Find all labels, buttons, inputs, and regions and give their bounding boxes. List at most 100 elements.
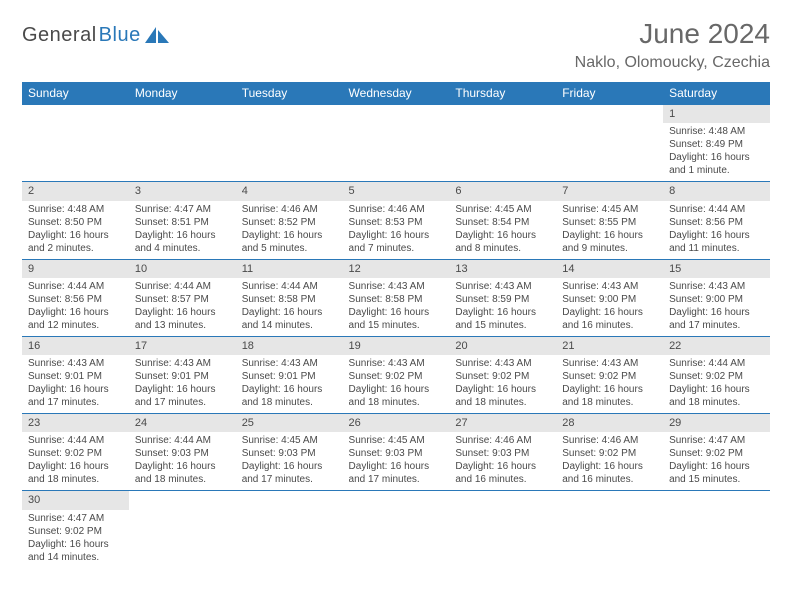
- day-body: Sunrise: 4:48 AMSunset: 8:49 PMDaylight:…: [663, 123, 770, 181]
- daylight-line1: Daylight: 16 hours: [455, 383, 550, 396]
- sunset-text: Sunset: 8:57 PM: [135, 293, 230, 306]
- calendar-day-cell: 1Sunrise: 4:48 AMSunset: 8:49 PMDaylight…: [663, 105, 770, 182]
- logo-sail-icon: [145, 27, 171, 45]
- day-body: Sunrise: 4:44 AMSunset: 9:02 PMDaylight:…: [22, 432, 129, 490]
- day-body: Sunrise: 4:46 AMSunset: 8:53 PMDaylight:…: [343, 201, 450, 259]
- daylight-line1: Daylight: 16 hours: [669, 306, 764, 319]
- calendar-day-cell: [22, 105, 129, 182]
- daylight-line1: Daylight: 16 hours: [562, 383, 657, 396]
- sunrise-text: Sunrise: 4:45 AM: [455, 203, 550, 216]
- sunrise-text: Sunrise: 4:44 AM: [669, 357, 764, 370]
- sunset-text: Sunset: 9:03 PM: [349, 447, 444, 460]
- daylight-line2: and 18 minutes.: [135, 473, 230, 486]
- day-number: 2: [22, 182, 129, 200]
- daylight-line2: and 15 minutes.: [349, 319, 444, 332]
- daylight-line2: and 8 minutes.: [455, 242, 550, 255]
- sunset-text: Sunset: 8:58 PM: [349, 293, 444, 306]
- calendar-day-cell: 28Sunrise: 4:46 AMSunset: 9:02 PMDayligh…: [556, 414, 663, 491]
- sunset-text: Sunset: 9:02 PM: [669, 447, 764, 460]
- day-body: Sunrise: 4:44 AMSunset: 8:57 PMDaylight:…: [129, 278, 236, 336]
- day-number: 25: [236, 414, 343, 432]
- calendar-header-row: SundayMondayTuesdayWednesdayThursdayFrid…: [22, 82, 770, 105]
- daylight-line2: and 17 minutes.: [28, 396, 123, 409]
- sunrise-text: Sunrise: 4:43 AM: [562, 280, 657, 293]
- calendar-week-row: 1Sunrise: 4:48 AMSunset: 8:49 PMDaylight…: [22, 105, 770, 182]
- day-header: Wednesday: [343, 82, 450, 105]
- sunrise-text: Sunrise: 4:43 AM: [349, 280, 444, 293]
- day-number: 21: [556, 337, 663, 355]
- day-number: 19: [343, 337, 450, 355]
- day-number: 6: [449, 182, 556, 200]
- calendar-day-cell: 23Sunrise: 4:44 AMSunset: 9:02 PMDayligh…: [22, 414, 129, 491]
- daylight-line1: Daylight: 16 hours: [669, 460, 764, 473]
- day-body: Sunrise: 4:43 AMSunset: 9:01 PMDaylight:…: [236, 355, 343, 413]
- daylight-line1: Daylight: 16 hours: [242, 306, 337, 319]
- day-body: Sunrise: 4:43 AMSunset: 9:00 PMDaylight:…: [556, 278, 663, 336]
- sunset-text: Sunset: 8:52 PM: [242, 216, 337, 229]
- sunset-text: Sunset: 9:02 PM: [455, 370, 550, 383]
- sunset-text: Sunset: 8:55 PM: [562, 216, 657, 229]
- daylight-line1: Daylight: 16 hours: [135, 460, 230, 473]
- calendar-day-cell: 4Sunrise: 4:46 AMSunset: 8:52 PMDaylight…: [236, 182, 343, 259]
- sunrise-text: Sunrise: 4:47 AM: [28, 512, 123, 525]
- daylight-line1: Daylight: 16 hours: [242, 460, 337, 473]
- day-number: 20: [449, 337, 556, 355]
- sunrise-text: Sunrise: 4:46 AM: [455, 434, 550, 447]
- daylight-line2: and 17 minutes.: [669, 319, 764, 332]
- calendar-day-cell: 8Sunrise: 4:44 AMSunset: 8:56 PMDaylight…: [663, 182, 770, 259]
- day-number: 15: [663, 260, 770, 278]
- sunset-text: Sunset: 9:01 PM: [28, 370, 123, 383]
- daylight-line2: and 16 minutes.: [562, 473, 657, 486]
- sunrise-text: Sunrise: 4:46 AM: [242, 203, 337, 216]
- day-number: 12: [343, 260, 450, 278]
- calendar-day-cell: [129, 105, 236, 182]
- calendar-day-cell: 5Sunrise: 4:46 AMSunset: 8:53 PMDaylight…: [343, 182, 450, 259]
- calendar-day-cell: [449, 491, 556, 568]
- day-number: 18: [236, 337, 343, 355]
- sunset-text: Sunset: 8:53 PM: [349, 216, 444, 229]
- daylight-line1: Daylight: 16 hours: [28, 229, 123, 242]
- daylight-line2: and 18 minutes.: [28, 473, 123, 486]
- sunset-text: Sunset: 8:59 PM: [455, 293, 550, 306]
- calendar-day-cell: 18Sunrise: 4:43 AMSunset: 9:01 PMDayligh…: [236, 336, 343, 413]
- daylight-line1: Daylight: 16 hours: [349, 383, 444, 396]
- calendar-day-cell: 24Sunrise: 4:44 AMSunset: 9:03 PMDayligh…: [129, 414, 236, 491]
- sunset-text: Sunset: 9:00 PM: [669, 293, 764, 306]
- day-number: 9: [22, 260, 129, 278]
- day-body: Sunrise: 4:43 AMSunset: 8:59 PMDaylight:…: [449, 278, 556, 336]
- daylight-line1: Daylight: 16 hours: [455, 460, 550, 473]
- day-number: 30: [22, 491, 129, 509]
- sunset-text: Sunset: 9:00 PM: [562, 293, 657, 306]
- day-number: 7: [556, 182, 663, 200]
- sunset-text: Sunset: 9:02 PM: [28, 447, 123, 460]
- sunrise-text: Sunrise: 4:46 AM: [562, 434, 657, 447]
- calendar-day-cell: 19Sunrise: 4:43 AMSunset: 9:02 PMDayligh…: [343, 336, 450, 413]
- day-number: 26: [343, 414, 450, 432]
- sunset-text: Sunset: 8:51 PM: [135, 216, 230, 229]
- day-body: Sunrise: 4:45 AMSunset: 9:03 PMDaylight:…: [236, 432, 343, 490]
- sunrise-text: Sunrise: 4:44 AM: [669, 203, 764, 216]
- day-number: 22: [663, 337, 770, 355]
- sunrise-text: Sunrise: 4:46 AM: [349, 203, 444, 216]
- calendar-day-cell: [129, 491, 236, 568]
- sunrise-text: Sunrise: 4:44 AM: [242, 280, 337, 293]
- day-body: Sunrise: 4:44 AMSunset: 9:02 PMDaylight:…: [663, 355, 770, 413]
- day-number: 1: [663, 105, 770, 123]
- calendar-day-cell: 13Sunrise: 4:43 AMSunset: 8:59 PMDayligh…: [449, 259, 556, 336]
- sunrise-text: Sunrise: 4:43 AM: [135, 357, 230, 370]
- header: General Blue June 2024 Naklo, Olomoucky,…: [22, 18, 770, 72]
- day-body: Sunrise: 4:44 AMSunset: 8:56 PMDaylight:…: [663, 201, 770, 259]
- sunrise-text: Sunrise: 4:43 AM: [562, 357, 657, 370]
- daylight-line1: Daylight: 16 hours: [242, 383, 337, 396]
- daylight-line2: and 13 minutes.: [135, 319, 230, 332]
- calendar-day-cell: 15Sunrise: 4:43 AMSunset: 9:00 PMDayligh…: [663, 259, 770, 336]
- sunset-text: Sunset: 9:02 PM: [28, 525, 123, 538]
- day-body: Sunrise: 4:46 AMSunset: 9:03 PMDaylight:…: [449, 432, 556, 490]
- daylight-line2: and 1 minute.: [669, 164, 764, 177]
- sunset-text: Sunset: 8:56 PM: [669, 216, 764, 229]
- calendar-day-cell: [343, 105, 450, 182]
- calendar-day-cell: 16Sunrise: 4:43 AMSunset: 9:01 PMDayligh…: [22, 336, 129, 413]
- daylight-line1: Daylight: 16 hours: [28, 538, 123, 551]
- calendar-day-cell: 2Sunrise: 4:48 AMSunset: 8:50 PMDaylight…: [22, 182, 129, 259]
- daylight-line2: and 18 minutes.: [669, 396, 764, 409]
